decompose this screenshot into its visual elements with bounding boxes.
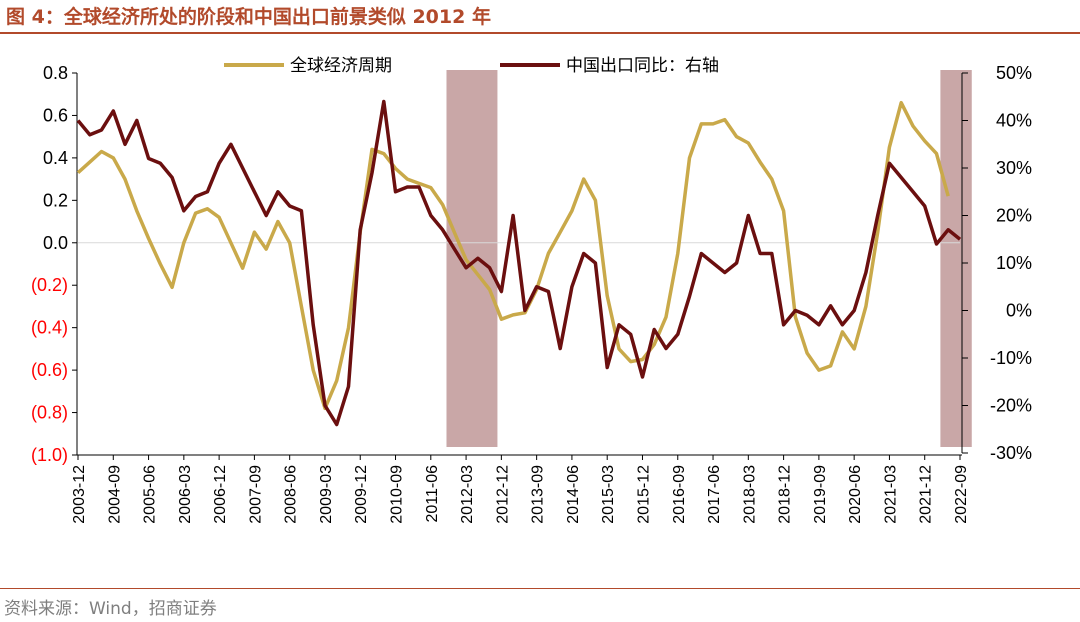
legend-label-china-export: 中国出口同比：右轴 (566, 56, 719, 76)
right-tick-label: 30% (996, 158, 1032, 178)
x-tick-label: 2021-12 (918, 465, 935, 524)
right-tick-label: 10% (996, 253, 1032, 273)
right-tick-label: 40% (996, 111, 1032, 131)
series-line-china-export (76, 99, 962, 427)
right-tick-label: -10% (990, 348, 1032, 368)
x-tick-label: 2004-09 (106, 465, 123, 524)
shaded-period-2 (940, 70, 972, 447)
left-tick-label: (0.4) (31, 318, 68, 338)
x-tick-label: 2017-06 (706, 465, 723, 524)
x-tick-label: 2006-03 (177, 465, 194, 524)
x-tick-label: 2008-06 (283, 465, 300, 524)
x-tick-label: 2007-09 (247, 465, 264, 524)
x-tick-label: 2009-12 (353, 465, 370, 524)
x-tick-label: 2021-03 (882, 465, 899, 524)
x-tick-label: 2014-06 (565, 465, 582, 524)
x-tick-label: 2012-03 (459, 465, 476, 524)
legend-label-global-cycle: 全球经济周期 (290, 56, 392, 76)
x-tick-label: 2003-12 (71, 465, 88, 524)
chart-canvas: 0.8 0.6 0.4 0.2 0.0 (0.2) (0.4) (0.6) (0.8) (1.0)… (31, 56, 1032, 524)
right-tick-label: 50% (996, 63, 1032, 83)
series-line-global-cycle (76, 100, 950, 411)
x-tick-label: 2011-06 (424, 465, 441, 523)
left-tick-label: 0.2 (43, 190, 68, 210)
title-divider (0, 32, 1080, 34)
x-tick-label: 2019-09 (812, 465, 829, 524)
source-divider (0, 588, 1080, 589)
x-tick-label: 2016-09 (671, 465, 688, 524)
x-tick-label: 2010-09 (389, 465, 406, 524)
x-tick-label: 2020-06 (847, 465, 864, 524)
x-tick-label: 2013-09 (530, 465, 547, 524)
x-tick-label: 2018-12 (777, 465, 794, 524)
left-tick-label: 0.4 (43, 148, 68, 168)
x-tick-label: 2006-12 (212, 465, 229, 524)
left-tick-label: 0.8 (43, 63, 68, 83)
x-tick-label: 2015-03 (600, 465, 617, 524)
x-tick-label: 2018-03 (741, 465, 758, 524)
x-tick-label: 2012-12 (494, 465, 511, 524)
right-tick-label: -30% (990, 443, 1032, 463)
right-tick-label: 0% (1006, 301, 1032, 321)
x-tick-label: 2009-03 (318, 465, 335, 524)
chart-title: 图 4：全球经济所处的阶段和中国出口前景类似 2012 年 (6, 6, 491, 28)
x-tick-label: 2015-12 (635, 465, 652, 524)
left-tick-label: (1.0) (31, 445, 68, 465)
left-tick-label: 0.6 (43, 105, 68, 125)
right-tick-label: -20% (990, 396, 1032, 416)
shaded-period-1 (446, 70, 498, 447)
right-tick-label: 20% (996, 206, 1032, 226)
left-tick-label: 0.0 (43, 233, 68, 253)
left-tick-label: (0.8) (31, 403, 68, 423)
x-tick-label: 2005-06 (142, 465, 159, 524)
left-tick-label: (0.6) (31, 360, 68, 380)
source-note: 资料来源：Wind，招商证券 (4, 599, 217, 619)
left-tick-label: (0.2) (31, 275, 68, 295)
x-tick-label: 2022-09 (953, 465, 970, 524)
